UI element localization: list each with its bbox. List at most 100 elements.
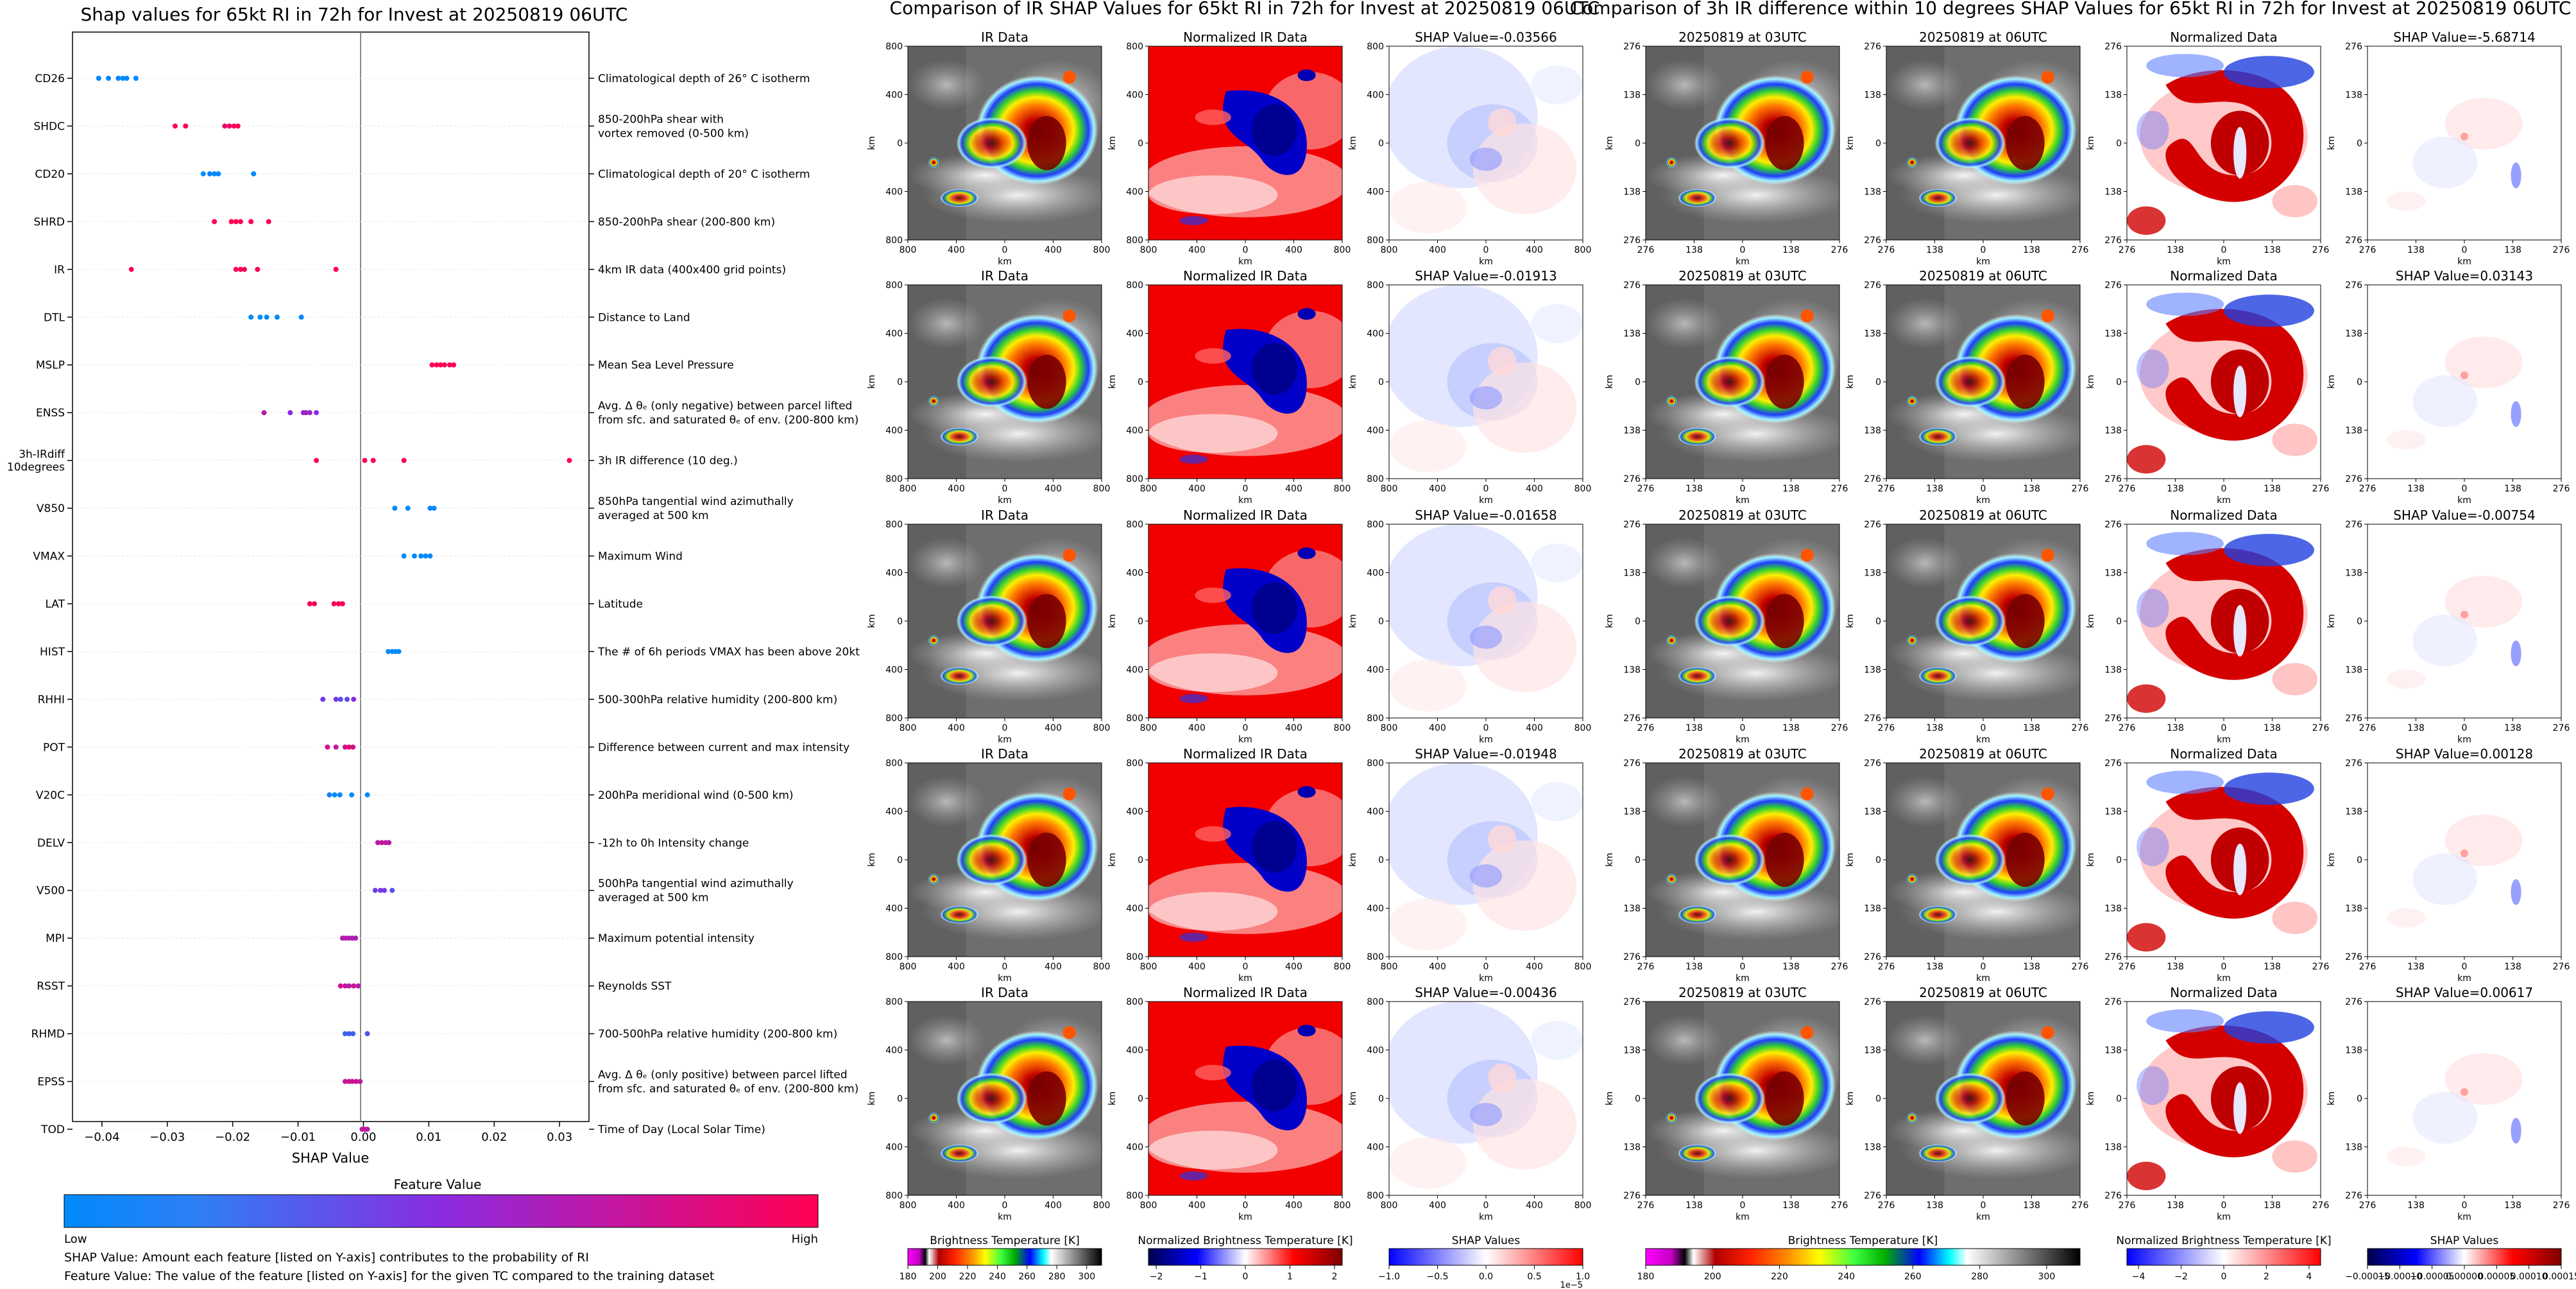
y-tick-label: 276: [2345, 474, 2362, 484]
x-tick-label: −0.02: [215, 1131, 250, 1144]
y-tick-label: 276: [2104, 474, 2122, 484]
shap-point: [386, 840, 392, 846]
feature-description-label: Climatological depth of 20° C isotherm: [598, 168, 810, 181]
x-tick-label: 400: [1429, 245, 1446, 255]
feature-description-label: vortex removed (0-500 km): [598, 127, 749, 140]
shap-point: [333, 744, 339, 750]
colorbar-tick-label: 260: [1018, 1272, 1036, 1282]
x-axis-label: km: [1976, 257, 1990, 267]
subplot-title: 20250819 at 06UTC: [1919, 985, 2047, 1000]
x-tick-label: 276: [2119, 723, 2136, 733]
feature-code-label: DELV: [37, 837, 65, 849]
y-tick-label: 800: [885, 952, 903, 962]
shap-point: [307, 410, 312, 416]
y-tick-label: 138: [2104, 904, 2122, 914]
y-axis-label: km: [1107, 614, 1118, 628]
x-tick-label: 138: [2264, 245, 2281, 255]
y-tick-label: 276: [1864, 520, 1881, 530]
shap-point: [274, 314, 280, 320]
colorbar-label: SHAP Values: [2430, 1234, 2499, 1247]
y-tick-label: 138: [1623, 426, 1641, 436]
y-tick-label: 0: [1635, 855, 1641, 866]
y-axis-label: km: [2086, 375, 2096, 389]
diff-shap-map: [2367, 763, 2561, 957]
shap-point: [350, 1031, 356, 1037]
x-tick-label: 276: [1878, 245, 1895, 255]
y-tick-label: 800: [885, 42, 903, 52]
y-tick-label: 138: [2345, 1143, 2362, 1153]
y-tick-label: 276: [2345, 42, 2362, 52]
x-tick-label: 800: [900, 245, 917, 255]
y-tick-label: 400: [1126, 1046, 1143, 1056]
shap-point: [364, 1127, 370, 1132]
y-tick-label: 276: [2104, 1191, 2122, 1201]
x-tick-label: 276: [1637, 484, 1655, 494]
shap-point: [200, 171, 206, 176]
shap-point: [447, 362, 452, 368]
x-tick-label: 800: [1334, 723, 1351, 733]
y-tick-label: 276: [1864, 42, 1881, 52]
y-tick-label: 0: [2357, 855, 2362, 866]
normalized-ir-image: [1148, 763, 1342, 957]
y-tick-label: 0: [1138, 617, 1143, 627]
y-tick-label: 800: [1126, 952, 1143, 962]
x-axis-label: km: [998, 973, 1012, 984]
ir-snapshot-image: [1646, 1002, 1839, 1195]
x-axis-label: km: [1479, 257, 1493, 267]
colorbar-label: Brightness Temperature [K]: [1788, 1234, 1938, 1247]
shap-point: [233, 219, 239, 225]
x-axis-label: km: [1238, 1212, 1252, 1222]
shap-point: [349, 792, 355, 798]
x-tick-label: 276: [1637, 962, 1655, 972]
y-tick-label: 276: [1864, 1191, 1881, 1201]
x-axis-label: km: [2217, 257, 2231, 267]
subplot-title: 20250819 at 06UTC: [1919, 30, 2047, 45]
y-tick-label: 0: [1378, 377, 1384, 388]
x-tick-label: 276: [1831, 1200, 1848, 1211]
feature-value-colorbar: [64, 1194, 819, 1228]
x-tick-label: 276: [2553, 1200, 2570, 1211]
x-tick-label: 138: [1926, 723, 1943, 733]
y-tick-label: 138: [2104, 665, 2122, 676]
x-axis-label: km: [1736, 257, 1750, 267]
y-tick-label: 0: [2357, 139, 2362, 149]
shap-point: [389, 887, 395, 893]
x-tick-label: 138: [2167, 962, 2184, 972]
x-axis-label: km: [998, 735, 1012, 745]
x-tick-label: 276: [1637, 245, 1655, 255]
y-tick-label: 0: [2357, 1094, 2362, 1104]
x-tick-label: 400: [1429, 1200, 1446, 1211]
y-tick-label: 400: [1126, 90, 1143, 101]
y-axis-label: km: [1107, 375, 1118, 389]
y-axis-label: km: [1348, 853, 1358, 867]
shap-point: [351, 696, 357, 702]
y-tick-label: 400: [1367, 1046, 1384, 1056]
y-tick-label: 0: [897, 855, 903, 866]
x-axis-label: km: [1238, 495, 1252, 506]
ir-diff-shap-comparison-panel: Comparison of 3h IR difference within 10…: [1570, 0, 2576, 1282]
y-axis-label: km: [1348, 375, 1358, 389]
y-tick-label: 138: [2104, 1143, 2122, 1153]
shap-point: [216, 171, 221, 176]
x-tick-label: 0: [1981, 723, 1986, 733]
shap-point: [441, 362, 447, 368]
feature-description-label: 700-500hPa relative humidity (200-800 km…: [598, 1028, 837, 1041]
y-tick-label: 138: [1864, 90, 1881, 101]
colorbar-tick-label: −0.00010: [2378, 1272, 2423, 1282]
feature-description-label: Mean Sea Level Pressure: [598, 359, 734, 372]
colorbar-tick-label: 180: [1637, 1272, 1655, 1282]
x-tick-label: 0: [1243, 723, 1249, 733]
subplot-title: Normalized Data: [2170, 985, 2278, 1000]
shap-point: [248, 219, 254, 225]
shap-point: [212, 219, 218, 225]
feature-description-label: 500hPa tangential wind azimuthally: [598, 878, 794, 891]
subplot-title: IR Data: [981, 746, 1028, 762]
x-tick-label: 400: [1526, 484, 1543, 494]
shap-point: [337, 696, 343, 702]
colorbar-label: Normalized Brightness Temperature [K]: [2116, 1234, 2331, 1247]
y-tick-label: 0: [1378, 1094, 1384, 1104]
y-tick-label: 276: [1864, 474, 1881, 484]
x-tick-label: 800: [1093, 484, 1111, 494]
colorbar-tick-label: 240: [989, 1272, 1006, 1282]
x-tick-label: 276: [2359, 484, 2376, 494]
